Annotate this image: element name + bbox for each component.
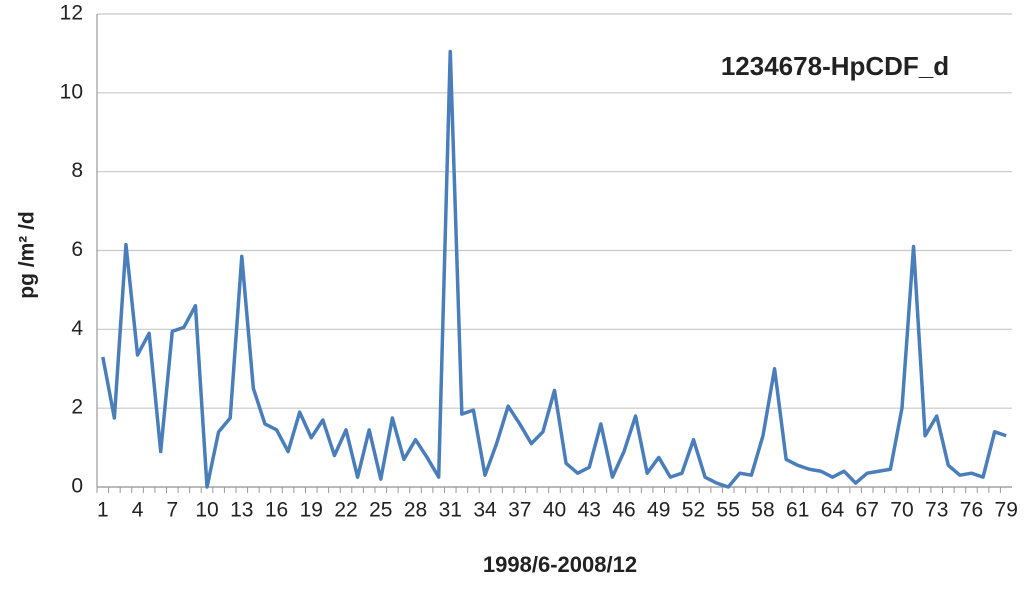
x-tick-label: 67 <box>856 499 879 522</box>
x-tick-label: 37 <box>508 499 531 522</box>
x-tick-label: 22 <box>334 499 357 522</box>
y-tick-label: 4 <box>71 317 83 340</box>
x-tick-label: 10 <box>195 499 218 522</box>
x-tick-label: 28 <box>404 499 427 522</box>
x-tick-label: 76 <box>960 499 983 522</box>
x-tick-label: 40 <box>543 499 566 522</box>
x-tick-label: 52 <box>682 499 705 522</box>
x-tick-label: 19 <box>300 499 323 522</box>
x-axis-label: 1998/6-2008/12 <box>483 552 637 577</box>
x-tick-label: 43 <box>578 499 601 522</box>
x-tick-label: 34 <box>473 499 497 522</box>
y-tick-label: 2 <box>71 396 83 419</box>
x-tick-label: 7 <box>166 499 178 522</box>
x-tick-label: 58 <box>751 499 774 522</box>
x-tick-label: 61 <box>786 499 809 522</box>
x-tick-label: 31 <box>439 499 462 522</box>
x-tick-label: 55 <box>717 499 740 522</box>
y-axis-label: pg /m² /d <box>16 211 39 299</box>
data-line <box>101 49 1007 489</box>
x-tick-label: 46 <box>612 499 635 522</box>
x-tick-label: 16 <box>265 499 288 522</box>
y-tick-label: 10 <box>60 80 83 103</box>
x-tick-label: 70 <box>890 499 913 522</box>
x-tick-label: 73 <box>925 499 948 522</box>
x-tick-label: 4 <box>132 499 144 522</box>
y-tick-label: 6 <box>71 238 83 261</box>
x-tick-label: 1 <box>97 499 109 522</box>
x-tick-label: 49 <box>647 499 670 522</box>
y-tick-label: 0 <box>71 475 83 498</box>
chart-title: 1234678-HpCDF_d <box>721 51 949 81</box>
y-tick-label: 12 <box>60 2 83 25</box>
y-tick-label: 8 <box>71 159 83 182</box>
x-tick-label: 13 <box>230 499 253 522</box>
x-tick-label: 79 <box>995 499 1018 522</box>
x-tick-label: 64 <box>821 499 845 522</box>
x-tick-label: 25 <box>369 499 392 522</box>
